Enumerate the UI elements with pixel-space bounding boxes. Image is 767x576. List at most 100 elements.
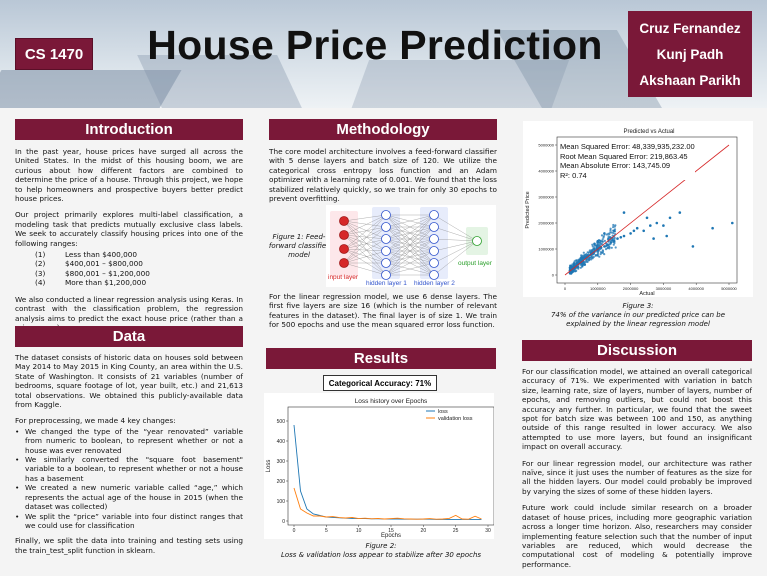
scatter-point (575, 262, 578, 265)
scatter-point (642, 229, 645, 233)
x-tick-label: 5 (325, 528, 328, 534)
y-tick-label: 0 (282, 519, 285, 525)
nn-connection (385, 262, 435, 276)
nn-connection (433, 226, 478, 242)
nn-connection (385, 226, 435, 276)
scatter-point (580, 258, 583, 261)
loss-legend: loss validation loss (426, 409, 473, 422)
scatter-point (612, 231, 615, 235)
scatter-point (596, 245, 599, 248)
nn-connection (433, 240, 478, 276)
figure-3-label: Figure 3: (622, 302, 654, 310)
x-tick-label: 1000000 (590, 286, 606, 291)
price-range-list: (1) Less than $400,000 (2) $400,001 – $800… (15, 250, 243, 288)
nn-connection (343, 220, 387, 240)
nn-node (339, 230, 349, 240)
metric-mae: Mean Absolute Error: 143,745.09 (560, 161, 671, 171)
scatter-point (613, 225, 616, 228)
nn-node (381, 258, 391, 268)
scatter-title: Predicted vs Actual (623, 129, 674, 135)
input-layer-label: input layer (328, 274, 359, 281)
scatter-point (619, 236, 623, 239)
nn-connection (433, 214, 478, 242)
scatter-point (612, 223, 615, 227)
nn-connection (343, 234, 387, 252)
nn-connection (385, 214, 435, 276)
scatter-point (635, 226, 639, 230)
scatter-point (665, 234, 668, 238)
scatter-point (596, 253, 599, 257)
scatter-point (602, 235, 605, 238)
nn-connection (343, 262, 387, 276)
nn-node (381, 210, 391, 220)
nn-node (429, 234, 439, 244)
x-tick-label: 3000000 (656, 286, 672, 291)
scatter-point (591, 245, 594, 248)
list-item: (2) $400,001 – $800,000 (35, 259, 143, 269)
nn-connection (343, 250, 387, 264)
output-layer-label: output layer (458, 260, 493, 267)
discussion-heading: Discussion (522, 340, 752, 361)
scatter-point (691, 245, 695, 248)
y-tick-label: 1000000 (538, 247, 554, 252)
x-tick-label: 25 (453, 528, 459, 534)
scatter-point (601, 240, 604, 243)
nn-connection (343, 248, 387, 276)
scatter-point (571, 263, 574, 266)
scatter-point (606, 243, 609, 247)
data-paragraph: For preprocessing, we made 4 key changes… (15, 416, 176, 426)
figure-1-caption: Figure 1: Feed-forward classifier model (268, 233, 330, 259)
authors-box: Cruz Fernandez Kunj Padh Akshaan Parikh (628, 11, 752, 97)
scatter-point (586, 258, 589, 261)
scatter-point (583, 255, 586, 258)
scatter-point (614, 246, 617, 249)
validation-loss-series-line (293, 487, 482, 520)
discussion-text: For our classification model, we attaine… (522, 367, 752, 576)
x-tick-label: 2000000 (623, 286, 639, 291)
introduction-text: In the past year, house prices have surg… (15, 147, 243, 339)
x-tick-label: 15 (388, 528, 394, 534)
scatter-point (592, 247, 595, 251)
scatter-point (581, 255, 584, 258)
loss-y-axis-label: Loss (266, 460, 272, 473)
nn-connection (343, 214, 387, 264)
scatter-point (603, 239, 606, 242)
nn-node (429, 222, 439, 232)
fit-line (564, 144, 730, 276)
scatter-point (601, 250, 605, 253)
scatter-point (668, 216, 672, 220)
nn-node (381, 270, 391, 280)
data-text: The dataset consists of historic data on… (15, 353, 243, 562)
scatter-point (678, 211, 682, 214)
discussion-paragraph: Future work could include similar resear… (522, 503, 752, 569)
author-name: Akshaan Parikh (639, 72, 741, 88)
scatter-point (591, 243, 594, 246)
nn-connection (343, 220, 387, 276)
results-heading: Results (266, 348, 496, 369)
x-tick-label: 10 (356, 528, 362, 534)
nn-node (429, 258, 439, 268)
poster-title: House Price Prediction (147, 22, 603, 68)
list-item: • We similarly converted the "square foot… (15, 455, 243, 483)
nn-node (339, 258, 349, 268)
nn-connection (343, 214, 387, 222)
x-tick-label: 20 (421, 528, 427, 534)
nn-connection (385, 214, 435, 252)
list-item: (3) $800,001 – $1,200,000 (35, 268, 150, 278)
scatter-point (612, 229, 616, 233)
nn-connection (343, 238, 387, 250)
data-paragraph: The dataset consists of historic data on… (15, 353, 243, 410)
scatter-point (655, 221, 659, 225)
scatter-point (609, 241, 613, 244)
scatter-point (604, 248, 608, 251)
scatter-point (731, 221, 734, 225)
figure-2-text: Loss & validation loss appear to stabili… (280, 551, 482, 559)
y-tick-label: 300 (277, 459, 286, 465)
scatter-point (596, 239, 600, 243)
nn-node (472, 236, 482, 246)
nn-connection (343, 226, 387, 250)
scatter-point (599, 241, 602, 244)
nn-node (339, 216, 349, 226)
scatter-point (711, 226, 714, 230)
metric-r2: R²: 0.74 (560, 170, 587, 180)
